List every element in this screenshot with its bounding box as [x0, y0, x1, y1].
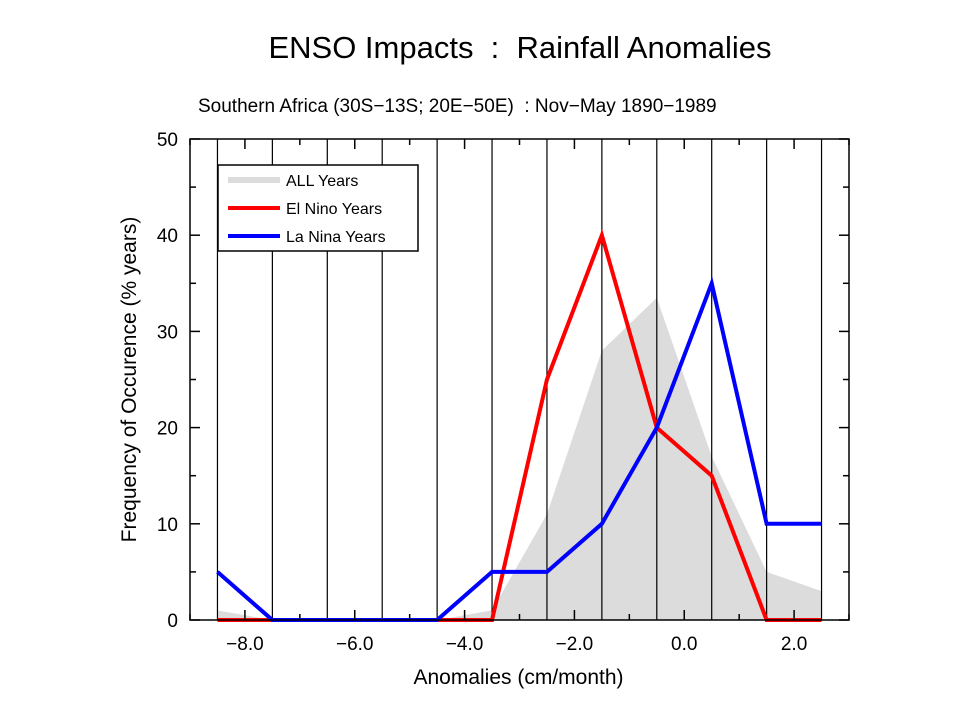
chart-subtitle: Southern Africa (30S−13S; 20E−50E) : Nov…	[198, 96, 717, 117]
legend-label-la-nina-years: La Nina Years	[286, 229, 386, 246]
y-tick-label: 50	[157, 130, 178, 151]
x-tick-label: −4.0	[446, 634, 484, 655]
x-tick-label: 2.0	[781, 634, 807, 655]
x-axis-title: Anomalies (cm/month)	[413, 666, 623, 689]
legend-label-all-years: ALL Years	[286, 173, 358, 190]
y-tick-label: 30	[157, 322, 178, 343]
x-tick-label: 0.0	[671, 634, 697, 655]
axis-layer: −8.0 −6.0 −4.0 −2.0 0.0 2.0 0 10 20 30 40 50	[157, 130, 850, 655]
y-tick-label: 40	[157, 226, 178, 247]
y-tick-label: 10	[157, 515, 178, 536]
chart-title: ENSO Impacts : Rainfall Anomalies	[268, 30, 772, 65]
y-tick-label: 0	[167, 611, 178, 632]
y-axis-title: Frequency of Occurence (% years)	[118, 217, 141, 543]
x-tick-label: −6.0	[336, 634, 374, 655]
x-tick-label: −2.0	[556, 634, 594, 655]
area-layer	[217, 297, 822, 620]
legend-label-el-nino-years: El Nino Years	[286, 201, 382, 218]
y-tick-label: 20	[157, 419, 178, 440]
series-area-all-years	[217, 297, 822, 620]
x-tick-label: −8.0	[226, 634, 264, 655]
legend: ALL Years El Nino Years La Nina Years	[217, 164, 419, 252]
